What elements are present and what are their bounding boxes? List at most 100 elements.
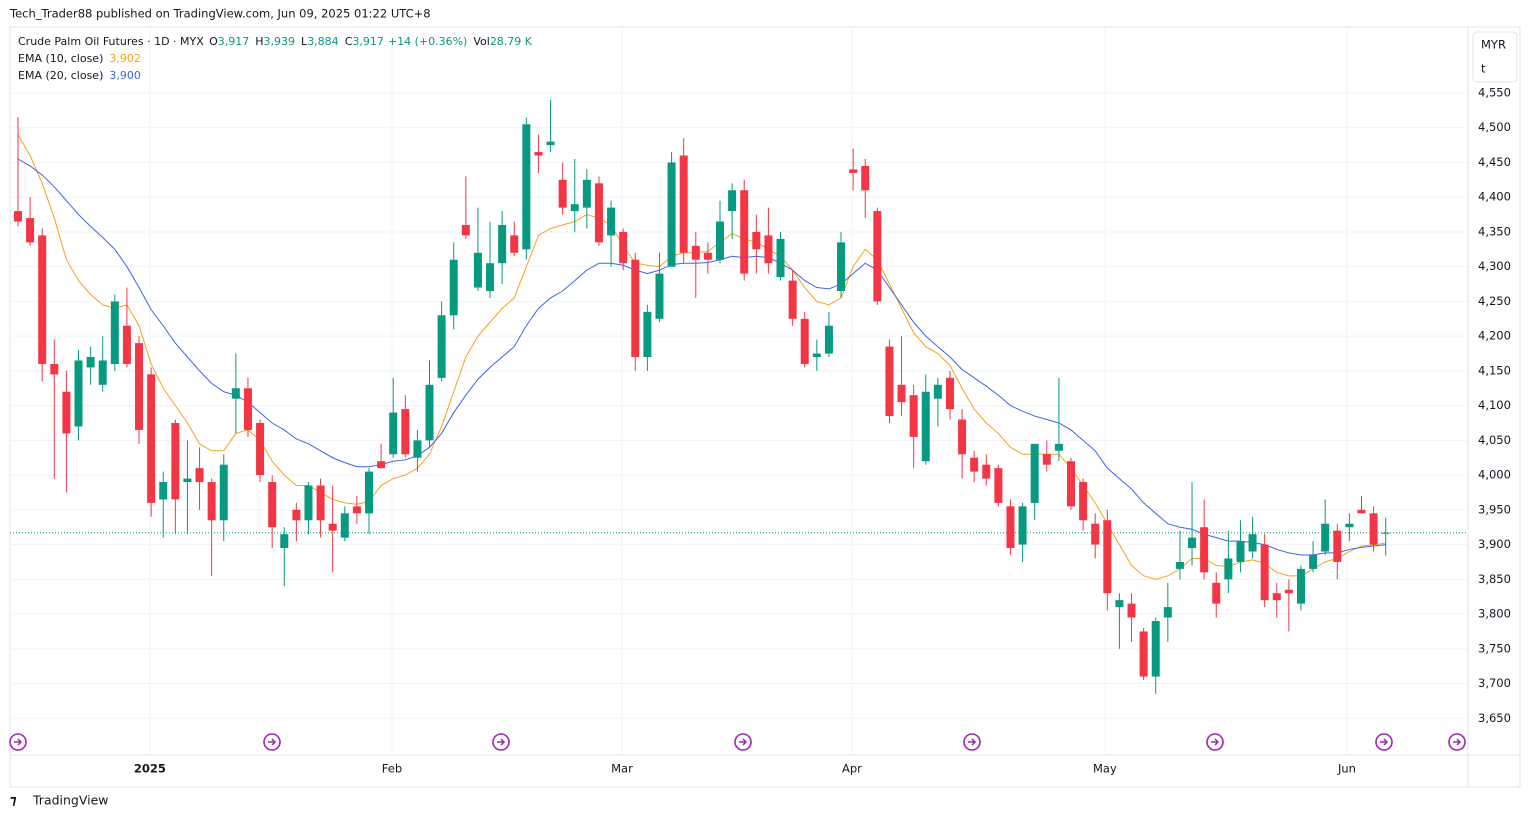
unit[interactable]: t: [1481, 62, 1486, 76]
candle-body: [1103, 520, 1112, 594]
candle-body: [982, 464, 991, 479]
candle-body: [122, 325, 131, 364]
y-tick-label: 4,250: [1478, 294, 1511, 308]
event-icon[interactable]: [9, 733, 27, 751]
y-tick-label: 4,050: [1478, 433, 1511, 447]
y-tick-label: 3,800: [1478, 607, 1511, 621]
x-tick-label: Mar: [611, 762, 633, 776]
candle-body: [50, 363, 59, 375]
unit-box[interactable]: [1472, 31, 1518, 83]
candle-body: [594, 183, 603, 243]
ema-legend: EMA (20, close) 3,900: [18, 69, 141, 82]
y-tick-label: 4,200: [1478, 329, 1511, 343]
x-tick-label: May: [1093, 762, 1117, 776]
y-tick-label: 3,850: [1478, 572, 1511, 586]
event-icon[interactable]: [492, 733, 510, 751]
event-arrow: [1380, 738, 1389, 746]
candle-body: [510, 235, 519, 253]
candle-body: [764, 235, 773, 264]
candle-body: [62, 391, 71, 434]
x-tick-label: Feb: [382, 762, 402, 776]
candle-body: [1188, 537, 1197, 549]
candle-body: [498, 225, 507, 264]
ema-line: [17, 134, 1386, 580]
candle-body: [1006, 506, 1015, 549]
event-icon[interactable]: [1375, 733, 1393, 751]
candle-body: [135, 343, 144, 430]
candle-body: [219, 464, 228, 521]
candle-body: [534, 152, 543, 156]
candle-body: [788, 280, 797, 319]
y-tick-label: 4,300: [1478, 259, 1511, 273]
symbol: Crude Palm Oil Futures · 1D · MYX: [18, 35, 204, 48]
event-icon[interactable]: [263, 733, 281, 751]
candle-body: [776, 238, 785, 278]
event-arrow: [14, 738, 23, 746]
candle-body: [570, 204, 579, 212]
candle-body: [1296, 568, 1305, 604]
candle-body: [1091, 523, 1100, 545]
y-tick-label: 3,950: [1478, 502, 1511, 516]
candle-body: [945, 377, 954, 410]
candle-body: [933, 384, 942, 399]
candle-body: [304, 485, 313, 521]
candle-body: [728, 190, 737, 212]
candle-body: [994, 468, 1003, 503]
candle-body: [292, 509, 301, 521]
y-tick-label: 4,400: [1478, 190, 1511, 204]
event-icon[interactable]: [1206, 733, 1224, 751]
candle-body: [655, 273, 664, 319]
candle-body: [449, 259, 458, 316]
y-tick-label: 3,750: [1478, 641, 1511, 655]
candle-body: [389, 412, 398, 455]
candle-body: [352, 506, 361, 514]
event-arrow: [1453, 738, 1462, 746]
key: L: [301, 35, 308, 48]
candle-body: [340, 513, 349, 538]
event-arrow: [968, 738, 977, 746]
event-icon[interactable]: [963, 733, 981, 751]
legend-line: Crude Palm Oil Futures · 1D · MYX O3,917 H…: [18, 35, 533, 48]
candle-body: [231, 388, 240, 399]
candle-body: [1381, 532, 1390, 534]
candle-body: [1284, 589, 1293, 594]
candle-body: [1272, 593, 1281, 601]
currency[interactable]: MYR: [1481, 38, 1506, 52]
candle-body: [1369, 513, 1378, 545]
candle-body: [619, 231, 628, 264]
event-icon[interactable]: [734, 733, 752, 751]
candle-body: [1345, 523, 1354, 528]
candle-body: [1175, 561, 1184, 569]
candle-body: [1054, 443, 1063, 451]
x-tick-label: Jun: [1337, 762, 1356, 776]
candle-body: [582, 179, 591, 208]
candle-body: [1067, 461, 1076, 507]
candle-body: [522, 124, 531, 250]
candle-body: [1260, 544, 1269, 601]
candle-body: [970, 457, 979, 472]
event-arrow: [497, 738, 506, 746]
candle-body: [1079, 482, 1088, 521]
candle-body: [207, 482, 216, 521]
candle-body: [147, 374, 156, 503]
candle-body: [38, 235, 47, 364]
y-tick-label: 4,500: [1478, 120, 1511, 134]
candle-body: [377, 461, 386, 469]
key: O: [209, 35, 218, 48]
candle-body: [546, 141, 555, 146]
candle-body: [401, 409, 410, 455]
value: 28.79 K: [490, 35, 533, 48]
candle-body: [837, 242, 846, 291]
event-icon[interactable]: [1448, 733, 1466, 751]
candle-body: [740, 190, 749, 274]
candle-body: [873, 211, 882, 302]
value: 3,884: [307, 35, 339, 48]
candle-body: [1151, 621, 1160, 677]
candle-body: [1139, 631, 1148, 677]
ema-legend: EMA (10, close) 3,902: [18, 52, 141, 65]
y-tick-label: 3,900: [1478, 537, 1511, 551]
candle-body: [86, 357, 95, 368]
ema-name: EMA (20, close): [18, 69, 103, 82]
